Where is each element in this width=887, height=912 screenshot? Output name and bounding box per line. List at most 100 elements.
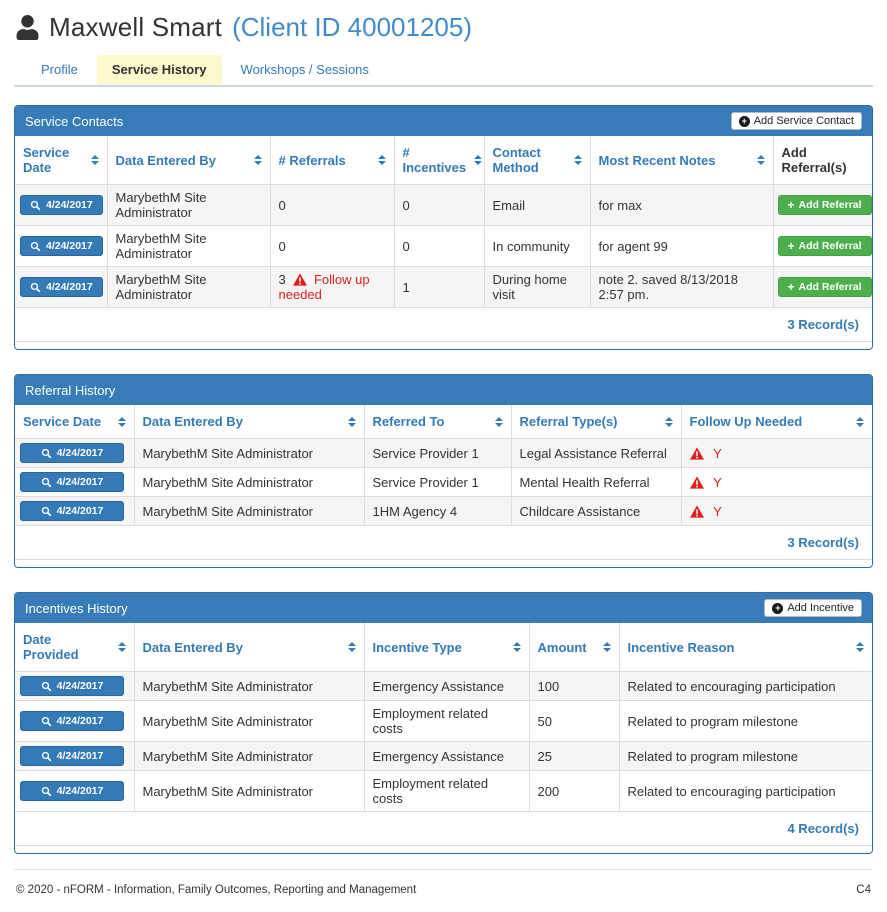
column-header-incentive-reason[interactable]: Incentive Reason bbox=[619, 623, 872, 672]
follow-up-cell: Y bbox=[681, 438, 872, 468]
view-incentive-button[interactable]: 4/24/2017 bbox=[20, 746, 124, 766]
sort-icon bbox=[570, 155, 582, 165]
incentive-reason-cell: Related to program milestone bbox=[619, 741, 872, 771]
contact-method-cell: Email bbox=[484, 184, 591, 226]
view-referral-button[interactable]: 4/24/2017 bbox=[20, 501, 124, 521]
add-referral-button[interactable]: + Add Referral bbox=[777, 195, 872, 215]
client-name: Maxwell Smart bbox=[49, 12, 223, 42]
search-icon bbox=[30, 241, 41, 251]
data-entered-by-cell: MarybethM Site Administrator bbox=[134, 438, 365, 468]
table-row: 4/24/2017 MarybethM Site Administrator E… bbox=[15, 741, 872, 771]
plus-icon: + bbox=[787, 239, 795, 253]
incentives-history-title: Incentives History bbox=[25, 600, 128, 616]
table-row: 4/24/2017 MarybethM Site Administrator E… bbox=[15, 671, 872, 701]
sort-icon bbox=[852, 416, 864, 427]
column-header-service-date[interactable]: Service Date bbox=[15, 405, 135, 439]
column-header-date-provided[interactable]: Date Provided bbox=[15, 623, 135, 672]
plus-circle-icon: + bbox=[738, 115, 750, 127]
footer-page-code: C4 bbox=[856, 884, 871, 896]
column-header-referred-to[interactable]: Referred To bbox=[364, 405, 512, 439]
incentives-cell: 1 bbox=[394, 266, 485, 308]
data-entered-by-cell: MarybethM Site Administrator bbox=[134, 700, 365, 742]
sort-icon bbox=[114, 642, 126, 652]
column-header-incentives[interactable]: # Incentives bbox=[394, 136, 485, 185]
amount-cell: 100 bbox=[529, 671, 620, 701]
follow-up-flag: Y bbox=[713, 503, 722, 519]
data-entered-by-cell: MarybethM Site Administrator bbox=[134, 467, 365, 497]
column-header-referrals[interactable]: # Referrals bbox=[270, 136, 395, 185]
incentives-history-heading: Incentives History + Add Incentive bbox=[15, 593, 872, 623]
panel-referral-history: Referral History Service Date Data Enter… bbox=[14, 374, 873, 568]
column-header-most-recent-notes[interactable]: Most Recent Notes bbox=[590, 136, 774, 185]
column-header-contact-method[interactable]: Contact Method bbox=[484, 136, 591, 185]
view-incentive-button[interactable]: 4/24/2017 bbox=[20, 711, 124, 731]
table-header-row: Service Date Data Entered By # Referrals… bbox=[15, 136, 872, 185]
footer-copyright: © 2020 - nFORM - Information, Family Out… bbox=[16, 884, 417, 896]
view-incentive-button[interactable]: 4/24/2017 bbox=[20, 781, 124, 801]
view-referral-button[interactable]: 4/24/2017 bbox=[20, 443, 124, 463]
view-service-contact-button[interactable]: 4/24/2017 bbox=[20, 277, 103, 297]
search-icon bbox=[41, 448, 52, 458]
view-incentive-button[interactable]: 4/24/2017 bbox=[20, 676, 124, 696]
view-service-contact-button[interactable]: 4/24/2017 bbox=[20, 195, 103, 215]
search-icon bbox=[41, 716, 52, 726]
service-contacts-heading: Service Contacts + Add Service Contact bbox=[15, 106, 872, 136]
page-footer: © 2020 - nFORM - Information, Family Out… bbox=[14, 869, 873, 912]
add-incentive-button[interactable]: + Add Incentive bbox=[764, 599, 862, 617]
referrals-cell: 3 Follow up needed bbox=[270, 266, 395, 308]
incentives-cell: 0 bbox=[394, 184, 485, 226]
amount-cell: 200 bbox=[529, 770, 620, 812]
sort-icon bbox=[599, 642, 611, 652]
tab-service-history[interactable]: Service History bbox=[96, 55, 222, 85]
view-referral-button[interactable]: 4/24/2017 bbox=[20, 472, 124, 492]
column-header-referral-type[interactable]: Referral Type(s) bbox=[511, 405, 682, 439]
incentive-type-cell: Emergency Assistance bbox=[364, 671, 530, 701]
client-id: (Client ID 40001205) bbox=[232, 12, 472, 42]
sort-icon bbox=[470, 155, 483, 165]
column-header-data-entered-by[interactable]: Data Entered By bbox=[134, 405, 365, 439]
add-service-contact-button[interactable]: + Add Service Contact bbox=[730, 112, 862, 130]
record-count: 3 Record(s) bbox=[15, 525, 872, 560]
follow-up-cell: Y bbox=[681, 467, 872, 497]
tab-profile[interactable]: Profile bbox=[41, 62, 78, 77]
sort-icon bbox=[250, 155, 262, 165]
tab-workshops-sessions[interactable]: Workshops / Sessions bbox=[240, 62, 369, 77]
referrals-cell: 0 bbox=[270, 184, 395, 226]
data-entered-by-cell: MarybethM Site Administrator bbox=[107, 225, 271, 267]
sort-icon bbox=[344, 416, 356, 427]
contact-method-cell: In community bbox=[484, 225, 591, 267]
table-row: 4/24/2017 MarybethM Site Administrator 3… bbox=[15, 266, 872, 308]
service-contacts-title: Service Contacts bbox=[25, 113, 124, 129]
column-header-follow-up-needed[interactable]: Follow Up Needed bbox=[681, 405, 872, 439]
column-header-incentive-type[interactable]: Incentive Type bbox=[364, 623, 530, 672]
sort-icon bbox=[661, 416, 673, 427]
contact-method-cell: During home visit bbox=[484, 266, 591, 308]
record-count: 3 Record(s) bbox=[15, 307, 872, 342]
panel-service-contacts: Service Contacts + Add Service Contact S… bbox=[14, 105, 873, 350]
column-header-service-date[interactable]: Service Date bbox=[15, 136, 108, 185]
notes-cell: note 2. saved 8/13/2018 2:57 pm. bbox=[590, 266, 774, 308]
table-header-row: Service Date Data Entered By Referred To… bbox=[15, 405, 872, 439]
sort-icon bbox=[753, 155, 765, 165]
column-header-data-entered-by[interactable]: Data Entered By bbox=[134, 623, 365, 672]
table-row: 4/24/2017 MarybethM Site Administrator S… bbox=[15, 467, 872, 497]
view-service-contact-button[interactable]: 4/24/2017 bbox=[20, 236, 103, 256]
notes-cell: for max bbox=[590, 184, 774, 226]
followup-text: Follow up needed bbox=[278, 272, 370, 302]
warning-icon bbox=[689, 446, 704, 460]
add-referral-button[interactable]: + Add Referral bbox=[777, 277, 872, 297]
panel-incentives-history: Incentives History + Add Incentive Date … bbox=[14, 592, 873, 854]
referral-type-cell: Childcare Assistance bbox=[511, 496, 682, 526]
sort-icon bbox=[344, 642, 356, 652]
column-header-amount[interactable]: Amount bbox=[529, 623, 620, 672]
add-referral-button[interactable]: + Add Referral bbox=[777, 236, 872, 256]
incentive-type-cell: Employment related costs bbox=[364, 700, 530, 742]
record-count-row: 4 Record(s) bbox=[15, 811, 872, 846]
referral-type-cell: Legal Assistance Referral bbox=[511, 438, 682, 468]
data-entered-by-cell: MarybethM Site Administrator bbox=[134, 496, 365, 526]
data-entered-by-cell: MarybethM Site Administrator bbox=[134, 671, 365, 701]
referral-history-title: Referral History bbox=[25, 382, 116, 398]
search-icon bbox=[41, 751, 52, 761]
column-header-data-entered-by[interactable]: Data Entered By bbox=[107, 136, 271, 185]
